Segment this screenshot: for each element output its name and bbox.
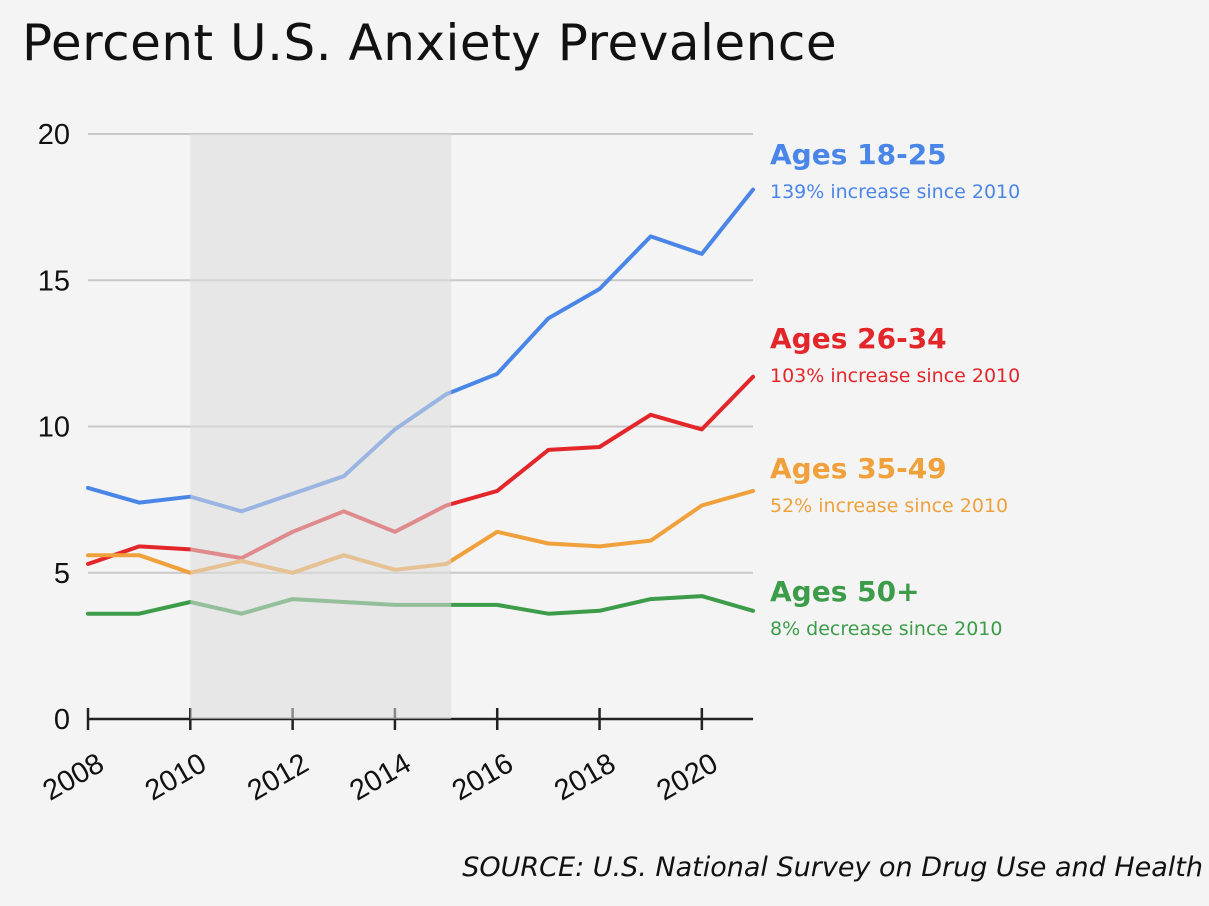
y-tick-label-0: 0	[54, 704, 70, 736]
legend-name: Ages 18-25	[770, 138, 947, 171]
y-tick-label-20: 20	[38, 119, 70, 151]
x-tick-label-2016: 2016	[447, 747, 519, 807]
y-tick-label-10: 10	[38, 412, 70, 444]
x-tick-label-2008: 2008	[38, 747, 110, 807]
y-tick-label-15: 15	[38, 265, 70, 297]
legend-note: 103% increase since 2010	[770, 365, 1021, 387]
x-tick-label-2012: 2012	[242, 747, 314, 807]
x-tick-label-2014: 2014	[345, 747, 417, 807]
legend-item-ages-35-49: Ages 35-49 52% increase since 2010	[770, 452, 1008, 517]
x-tick-label-2010: 2010	[140, 747, 212, 807]
legend-item-ages-26-34: Ages 26-34 103% increase since 2010	[770, 322, 1020, 387]
chart-title: Percent U.S. Anxiety Prevalence	[22, 14, 838, 72]
source-note: SOURCE: U.S. National Survey on Drug Use…	[462, 852, 1203, 883]
legend-name: Ages 26-34	[770, 322, 947, 355]
legend-item-ages-50-plus: Ages 50+ 8% decrease since 2010	[770, 575, 1002, 640]
legend-note: 52% increase since 2010	[770, 495, 1009, 517]
legend-note: 139% increase since 2010	[770, 181, 1021, 203]
legend-note: 8% decrease since 2010	[770, 618, 1003, 640]
legend-name: Ages 50+	[770, 575, 920, 608]
y-tick-label-5: 5	[54, 558, 70, 590]
legend-item-ages-18-25: Ages 18-25 139% increase since 2010	[770, 138, 1020, 203]
x-tick-label-2018: 2018	[549, 747, 621, 807]
x-tick-label-2020: 2020	[651, 747, 723, 807]
shaded-region	[190, 134, 452, 719]
legend-name: Ages 35-49	[770, 452, 947, 485]
